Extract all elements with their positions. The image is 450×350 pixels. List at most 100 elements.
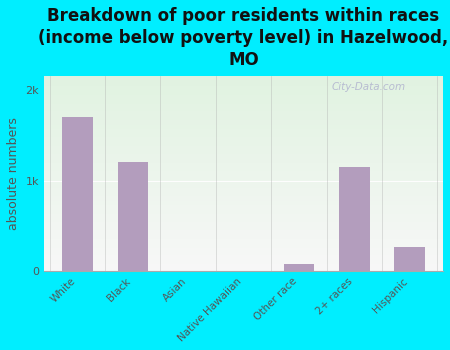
Bar — [44, 157, 443, 158]
Bar — [44, 110, 443, 111]
Bar — [44, 131, 443, 132]
Bar — [44, 205, 443, 206]
Bar — [44, 81, 443, 82]
Bar — [44, 198, 443, 199]
Bar — [44, 150, 443, 151]
Bar — [339, 167, 369, 271]
Bar — [44, 253, 443, 254]
Bar — [44, 193, 443, 194]
Bar — [44, 241, 443, 242]
Bar — [44, 231, 443, 232]
Bar — [44, 264, 443, 265]
Y-axis label: absolute numbers: absolute numbers — [7, 117, 20, 230]
Bar — [44, 111, 443, 112]
Bar — [44, 162, 443, 163]
Bar — [44, 116, 443, 117]
Bar — [44, 134, 443, 135]
Bar — [44, 251, 443, 252]
Bar — [44, 266, 443, 267]
Bar — [44, 210, 443, 211]
Bar — [44, 108, 443, 110]
Bar — [44, 257, 443, 258]
Bar — [44, 96, 443, 97]
Bar — [44, 82, 443, 83]
Bar — [44, 133, 443, 134]
Bar — [44, 175, 443, 176]
Bar — [44, 95, 443, 96]
Bar — [62, 117, 93, 271]
Bar — [44, 90, 443, 91]
Bar — [44, 219, 443, 220]
Bar — [44, 149, 443, 150]
Bar — [44, 177, 443, 178]
Text: City-Data.com: City-Data.com — [331, 82, 405, 92]
Bar — [44, 184, 443, 186]
Bar — [44, 138, 443, 139]
Bar — [44, 112, 443, 113]
Bar — [44, 209, 443, 210]
Bar — [44, 269, 443, 270]
Bar — [44, 248, 443, 250]
Bar — [44, 236, 443, 237]
Bar — [44, 80, 443, 81]
Bar — [44, 119, 443, 120]
Bar — [44, 83, 443, 84]
Bar — [44, 188, 443, 189]
Bar — [44, 260, 443, 261]
Bar — [44, 117, 443, 118]
Bar — [44, 268, 443, 269]
Bar — [44, 113, 443, 114]
Bar — [44, 88, 443, 89]
Bar — [44, 218, 443, 219]
Bar — [44, 202, 443, 203]
Bar — [44, 85, 443, 86]
Bar — [44, 97, 443, 98]
Bar — [44, 206, 443, 207]
Bar — [44, 171, 443, 172]
Bar — [44, 155, 443, 156]
Bar — [44, 105, 443, 106]
Bar — [44, 256, 443, 257]
Bar — [44, 152, 443, 153]
Bar — [44, 86, 443, 87]
Bar — [44, 140, 443, 141]
Bar — [44, 174, 443, 175]
Bar — [44, 114, 443, 116]
Bar — [44, 172, 443, 173]
Bar — [44, 118, 443, 119]
Bar — [44, 164, 443, 165]
Bar — [44, 259, 443, 260]
Bar — [44, 123, 443, 124]
Bar — [44, 165, 443, 166]
Bar — [44, 122, 443, 123]
Bar — [44, 242, 443, 243]
Bar — [44, 237, 443, 238]
Bar — [44, 216, 443, 217]
Bar — [44, 100, 443, 101]
Bar — [44, 159, 443, 160]
Bar — [44, 261, 443, 262]
Bar — [44, 263, 443, 264]
Bar — [44, 265, 443, 266]
Bar — [44, 170, 443, 171]
Bar — [44, 163, 443, 164]
Bar — [44, 224, 443, 225]
Bar — [44, 215, 443, 216]
Bar — [44, 169, 443, 170]
Bar — [44, 183, 443, 184]
Bar — [44, 212, 443, 213]
Bar — [44, 161, 443, 162]
Bar — [44, 195, 443, 196]
Bar — [44, 176, 443, 177]
Bar — [44, 79, 443, 80]
Bar — [44, 220, 443, 222]
Bar — [44, 225, 443, 226]
Bar — [44, 199, 443, 200]
Bar — [44, 129, 443, 130]
Bar — [44, 244, 443, 245]
Bar — [44, 226, 443, 227]
Bar — [44, 229, 443, 230]
Bar — [44, 227, 443, 228]
Bar — [44, 168, 443, 169]
Bar — [44, 191, 443, 192]
